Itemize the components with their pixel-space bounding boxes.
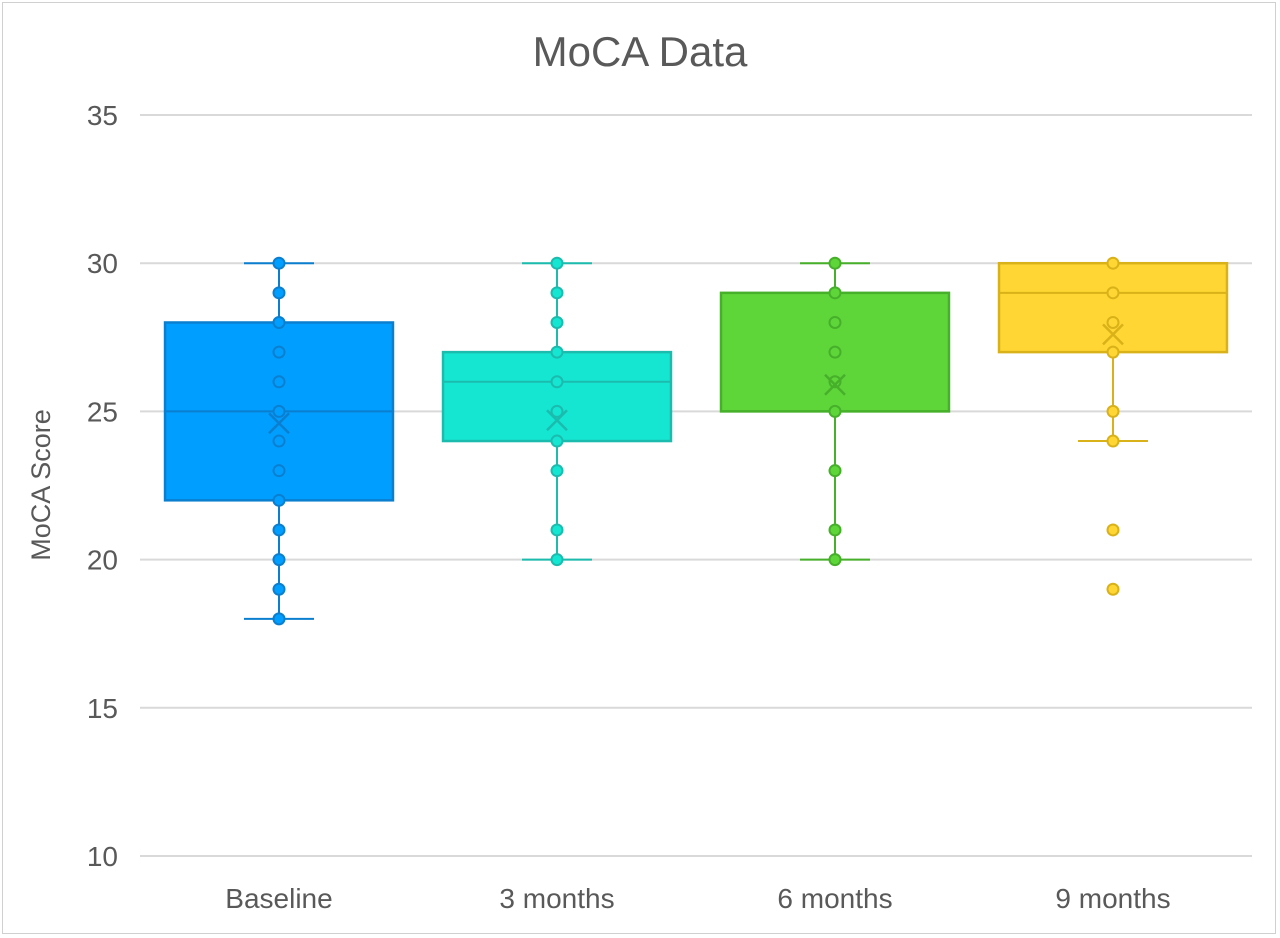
y-tick-label: 20 (87, 545, 118, 576)
y-tick-label: 30 (87, 248, 118, 279)
data-point (550, 553, 564, 567)
data-point (828, 345, 842, 359)
data-point (550, 315, 564, 329)
y-tick-label: 35 (87, 100, 118, 131)
data-point (828, 404, 842, 418)
data-point (1106, 434, 1120, 448)
data-point (828, 315, 842, 329)
data-point (1106, 256, 1120, 270)
iqr-box (441, 350, 673, 443)
data-point (828, 375, 842, 389)
x-category-label: 9 months (1055, 883, 1170, 914)
data-point (272, 553, 286, 567)
data-point (272, 523, 286, 537)
data-point (828, 523, 842, 537)
y-axis-ticks: 10 15 20 25 30 35 (87, 100, 118, 872)
data-point (272, 434, 286, 448)
data-point (828, 256, 842, 270)
x-category-label: Baseline (225, 883, 332, 914)
iqr-box (997, 261, 1229, 354)
data-point (828, 553, 842, 567)
mean-marker (824, 373, 846, 396)
data-point (272, 464, 286, 478)
mean-marker (1102, 323, 1124, 346)
data-point (550, 286, 564, 300)
data-point (550, 375, 564, 389)
data-point (1106, 286, 1120, 300)
data-point (272, 256, 286, 270)
data-point (550, 256, 564, 270)
box-group (997, 256, 1229, 596)
data-point (550, 434, 564, 448)
y-tick-label: 10 (87, 841, 118, 872)
data-point (828, 464, 842, 478)
x-category-label: 3 months (499, 883, 614, 914)
data-point (550, 464, 564, 478)
data-point (1106, 345, 1120, 359)
box-group (719, 256, 951, 567)
box-group (163, 256, 395, 626)
x-axis-categories: Baseline 3 months 6 months 9 months (225, 883, 1170, 914)
x-category-label: 6 months (777, 883, 892, 914)
y-tick-label: 15 (87, 693, 118, 724)
data-point (550, 404, 564, 418)
data-point (272, 375, 286, 389)
box-group (441, 256, 673, 567)
mean-marker (546, 409, 568, 432)
outlier-point (1106, 582, 1120, 596)
data-point (272, 404, 286, 418)
y-axis-label: MoCA Score (26, 409, 56, 561)
outlier-point (1106, 523, 1120, 537)
data-point (272, 286, 286, 300)
y-tick-label: 25 (87, 396, 118, 427)
data-point (272, 612, 286, 626)
data-point (1106, 404, 1120, 418)
mean-marker (268, 412, 290, 435)
data-point (272, 582, 286, 596)
box-series (163, 256, 1229, 626)
data-point (272, 315, 286, 329)
data-point (272, 493, 286, 507)
gridlines (140, 114, 1252, 857)
data-point (550, 345, 564, 359)
data-point (828, 286, 842, 300)
data-point (272, 345, 286, 359)
chart-title: MoCA Data (533, 28, 748, 75)
data-point (1106, 315, 1120, 329)
data-point (550, 523, 564, 537)
